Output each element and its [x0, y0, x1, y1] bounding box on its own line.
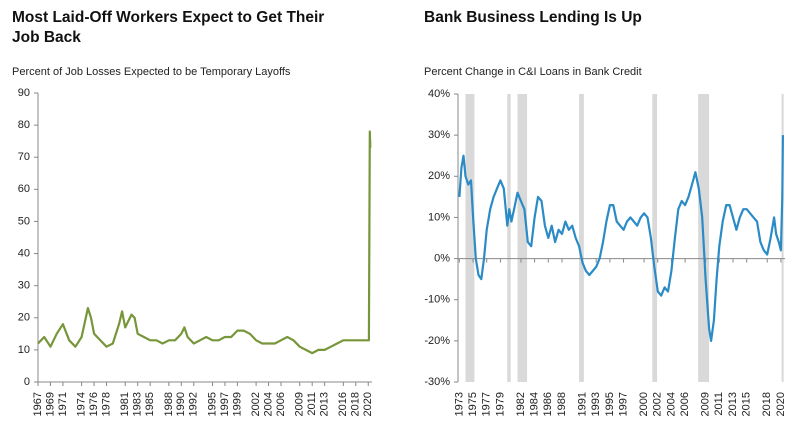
x-tick-label: 2004	[262, 392, 274, 416]
x-tick-label: 1997	[617, 392, 629, 416]
x-tick-label: 2020	[362, 392, 374, 416]
chart-title: Job Back	[12, 29, 81, 46]
chart-title: Bank Business Lending Is Up	[424, 9, 642, 26]
x-tick-label: 1995	[206, 392, 218, 416]
x-tick-label: 1995	[604, 392, 616, 416]
x-tick-label: 1975	[467, 392, 479, 416]
y-tick-label: 30	[18, 280, 30, 292]
y-tick-label: 0	[24, 376, 30, 388]
chart-subtitle: Percent of Job Losses Expected to be Tem…	[12, 66, 291, 78]
x-tick-label: 2011	[713, 392, 725, 416]
x-tick-label: 1978	[100, 392, 112, 416]
x-tick-label: 1988	[556, 392, 568, 416]
x-tick-label: 1991	[576, 392, 588, 416]
y-tick-label: 70	[18, 151, 30, 163]
x-tick-label: 1983	[132, 392, 144, 416]
x-tick-label: 2011	[306, 392, 318, 416]
chart-subtitle: Percent Change in C&I Loans in Bank Cred…	[424, 66, 642, 78]
x-tick-label: 2002	[250, 392, 262, 416]
y-tick-label: 20	[18, 312, 30, 324]
x-tick-label: 1990	[175, 392, 187, 416]
recession-band	[781, 94, 784, 382]
y-tick-label: 30%	[428, 129, 450, 141]
y-tick-label: 40	[18, 247, 30, 259]
recession-band	[507, 94, 511, 382]
x-tick-label: 1999	[231, 392, 243, 416]
x-tick-label: 2009	[700, 392, 712, 416]
x-tick-label: 1969	[44, 392, 56, 416]
x-tick-label: 1974	[76, 392, 88, 416]
y-tick-label: 60	[18, 183, 30, 195]
x-tick-label: 1984	[529, 392, 541, 416]
x-tick-label: 2000	[638, 392, 650, 416]
x-tick-label: 1976	[88, 392, 100, 416]
x-tick-label: 1988	[163, 392, 175, 416]
x-tick-label: 2016	[337, 392, 349, 416]
x-tick-label: 2006	[275, 392, 287, 416]
x-tick-label: 1977	[481, 392, 493, 416]
x-tick-label: 1997	[219, 392, 231, 416]
y-tick-label: 80	[18, 119, 30, 131]
x-tick-label: 1982	[515, 392, 527, 416]
x-tick-label: 2015	[741, 392, 753, 416]
chart-title: Most Laid-Off Workers Expect to Get Thei…	[12, 9, 324, 26]
x-tick-label: 1981	[119, 392, 131, 416]
y-tick-label: 0%	[434, 252, 450, 264]
x-tick-label: 2004	[665, 392, 677, 416]
x-tick-label: 2006	[679, 392, 691, 416]
recession-band	[652, 94, 658, 382]
y-tick-label: -10%	[424, 294, 450, 306]
x-tick-label: 1979	[494, 392, 506, 416]
data-line	[37, 130, 372, 355]
y-tick-label: -20%	[424, 335, 450, 347]
x-tick-label: 2013	[727, 392, 739, 416]
x-tick-label: 1985	[144, 392, 156, 416]
x-tick-label: 1971	[57, 392, 69, 416]
x-tick-label: 2018	[350, 392, 362, 416]
y-tick-label: 20%	[428, 170, 450, 182]
y-tick-label: 90	[18, 87, 30, 99]
recession-band	[579, 94, 584, 382]
x-tick-label: 1992	[188, 392, 200, 416]
x-tick-label: 1973	[453, 392, 465, 416]
x-tick-label: 2013	[319, 392, 331, 416]
y-tick-label: 10	[18, 344, 30, 356]
x-tick-label: 2020	[775, 392, 787, 416]
data-line	[458, 135, 784, 342]
recession-band	[465, 94, 475, 382]
x-tick-label: 2009	[294, 392, 306, 416]
x-tick-label: 1986	[542, 392, 554, 416]
x-tick-label: 1993	[590, 392, 602, 416]
x-tick-label: 2018	[761, 392, 773, 416]
x-tick-label: 2002	[652, 392, 664, 416]
y-tick-label: 40%	[428, 88, 450, 100]
x-tick-label: 1967	[32, 392, 44, 416]
recession-band	[517, 94, 528, 382]
y-tick-label: 10%	[428, 211, 450, 223]
y-tick-label: -30%	[424, 376, 450, 388]
y-tick-label: 50	[18, 215, 30, 227]
